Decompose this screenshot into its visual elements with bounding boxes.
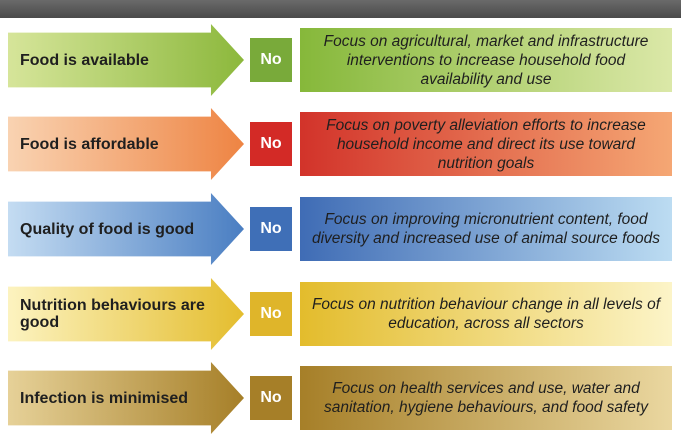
row: Food is available No Focus on agricultural… <box>0 24 681 96</box>
action-box: Focus on improving micronutrient content… <box>300 197 672 261</box>
answer-box: No <box>250 292 292 336</box>
row: Infection is minimised No Focus on health … <box>0 362 681 434</box>
arrow <box>8 24 244 96</box>
condition: Quality of food is good <box>20 220 195 238</box>
condition: Food is available <box>20 51 149 69</box>
action-box: Focus on agricultural, market and infras… <box>300 28 672 92</box>
answer-box: No <box>250 376 292 420</box>
arrow <box>8 193 244 265</box>
action-box: Focus on poverty alleviation efforts to … <box>300 112 672 176</box>
row: Quality of food is good No Focus on improv… <box>0 193 681 265</box>
header-bar <box>0 0 681 18</box>
action-box: Focus on nutrition behaviour change in a… <box>300 282 672 346</box>
answer-box: No <box>250 207 292 251</box>
answer-box: No <box>250 38 292 82</box>
arrow <box>8 108 244 180</box>
row: Food is affordable No Focus on poverty all… <box>0 108 681 180</box>
arrow <box>8 362 244 434</box>
arrow <box>8 278 244 350</box>
action-box: Focus on health services and use, water … <box>300 366 672 430</box>
condition: Food is affordable <box>20 135 159 153</box>
row: Nutrition behaviours are good No Focus on … <box>0 278 681 350</box>
condition: Infection is minimised <box>20 389 189 407</box>
answer-box: No <box>250 122 292 166</box>
condition: Nutrition behaviours are good <box>20 297 205 331</box>
